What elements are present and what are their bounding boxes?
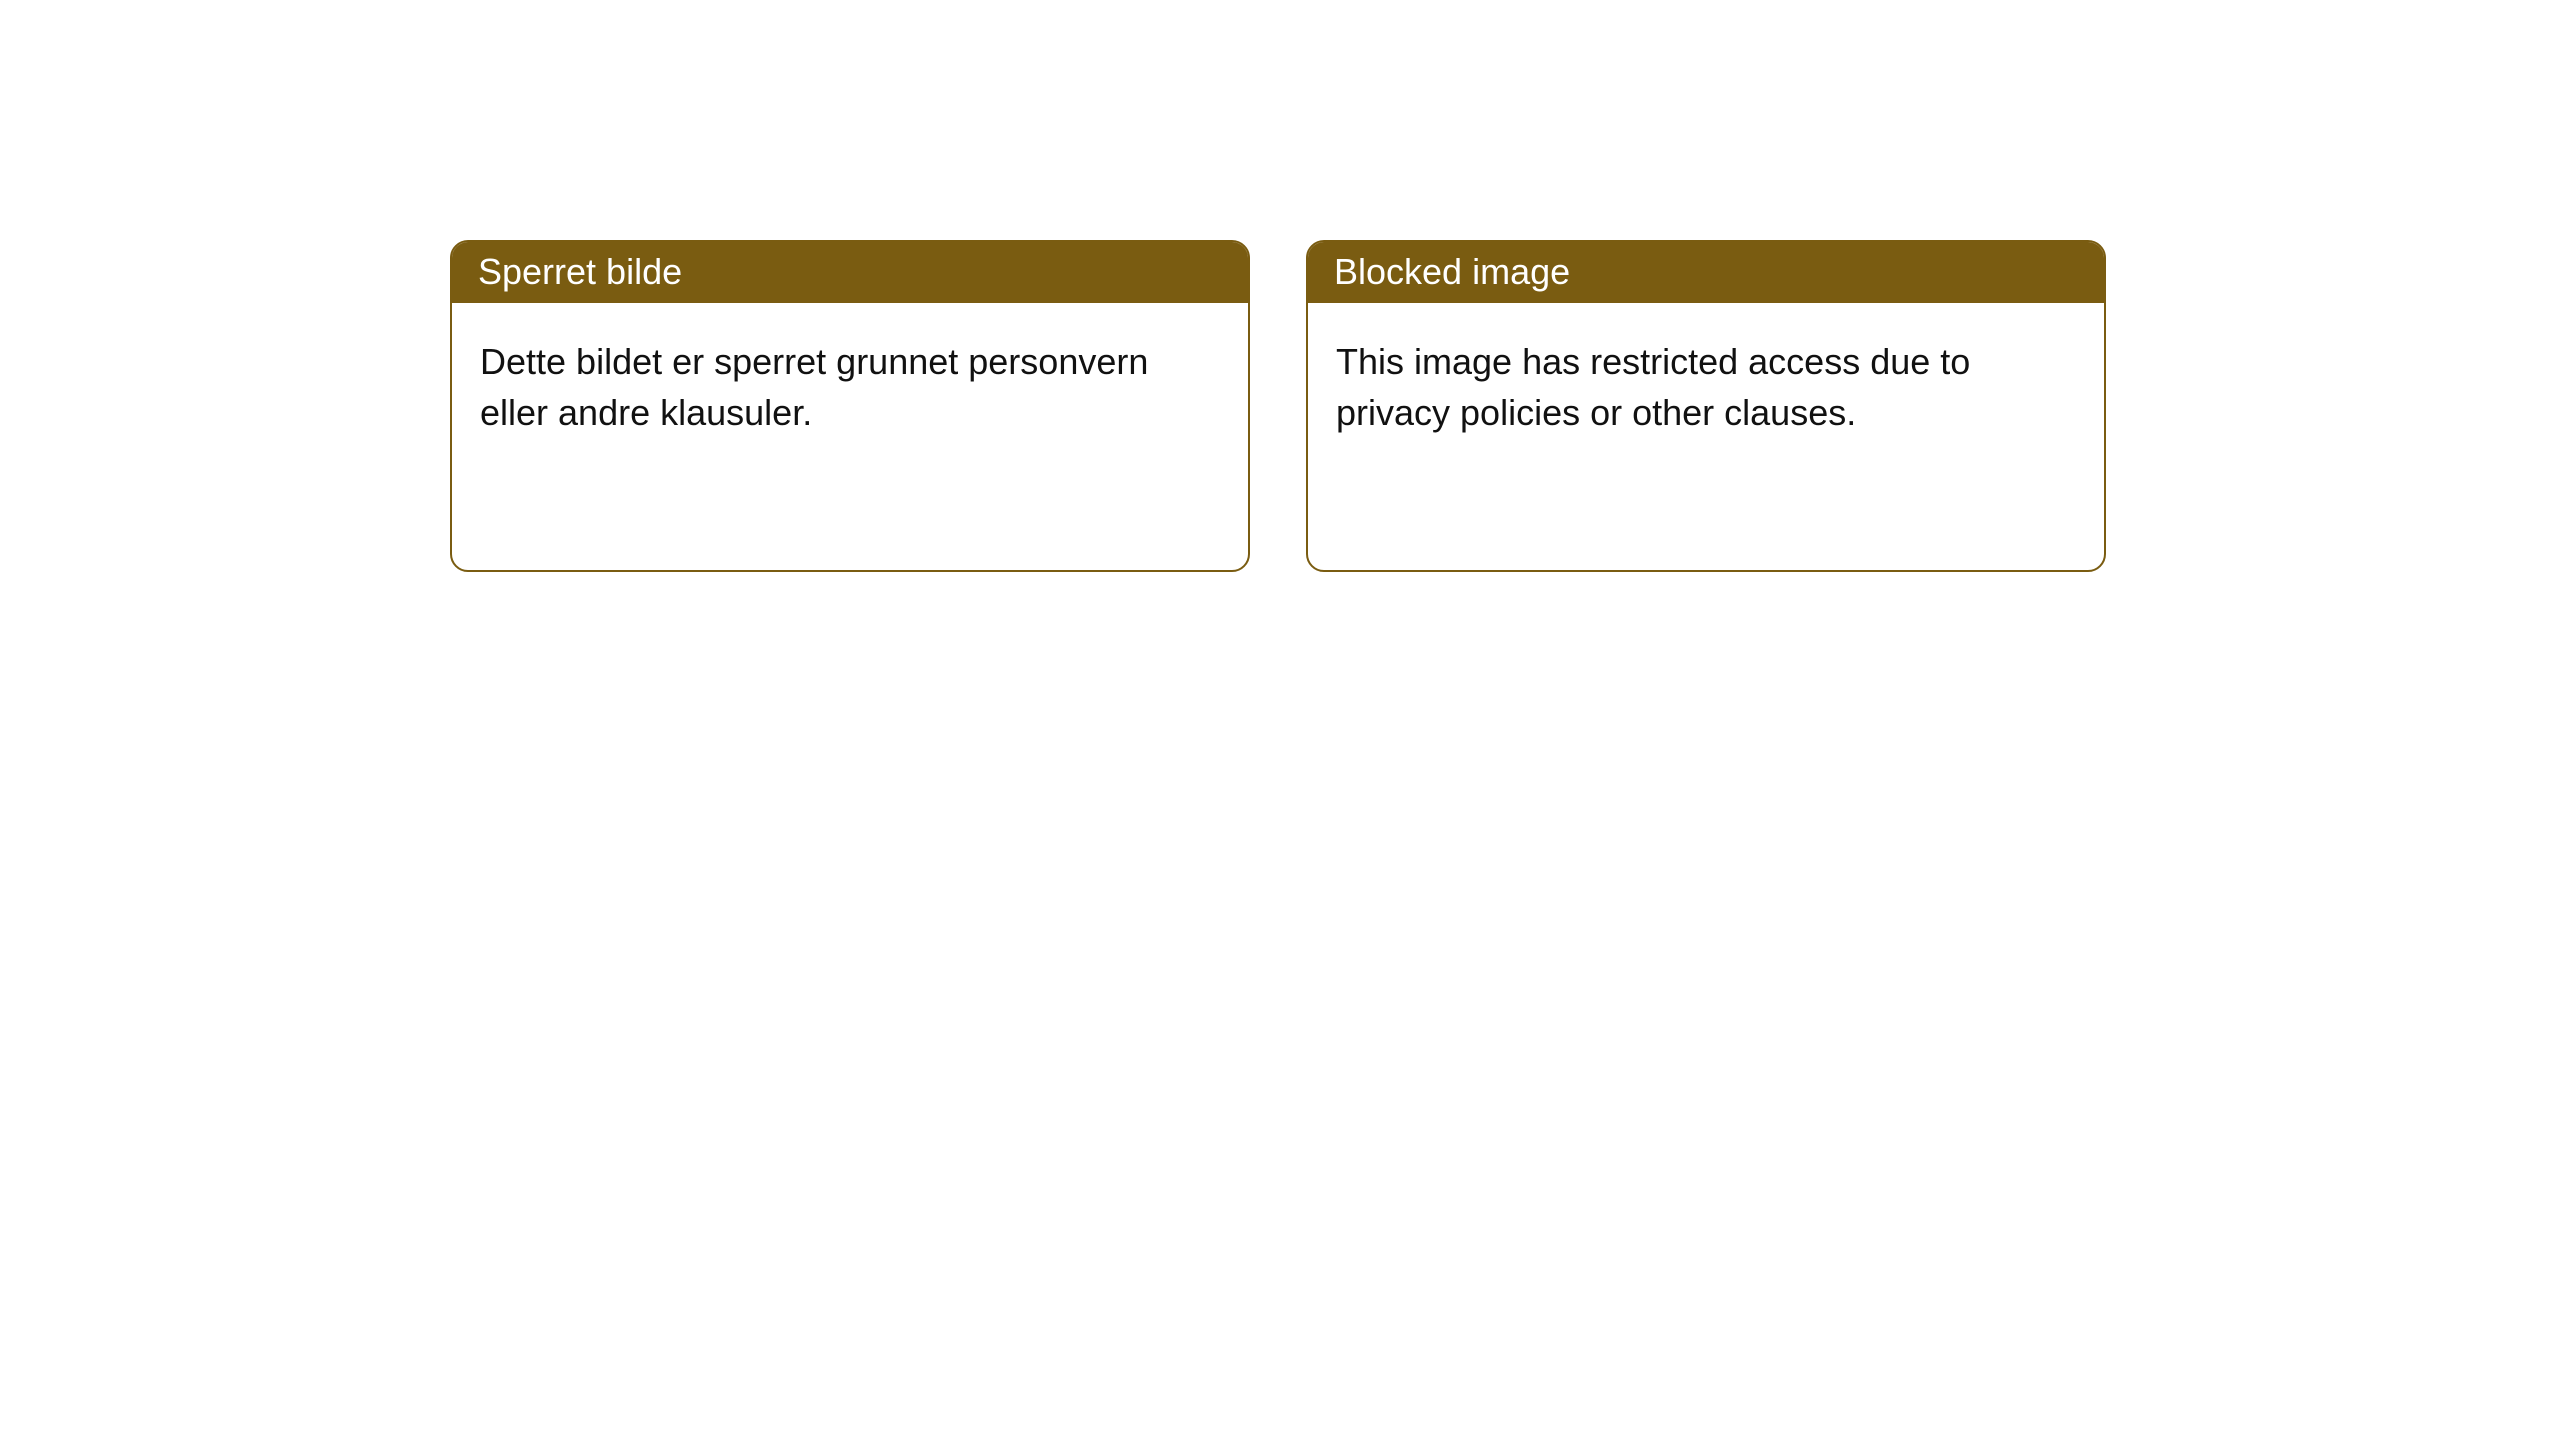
notice-header: Sperret bilde [452,242,1248,303]
notice-body-text: Dette bildet er sperret grunnet personve… [480,341,1148,432]
notice-container: Sperret bilde Dette bildet er sperret gr… [0,0,2560,572]
notice-header-text: Sperret bilde [478,251,682,292]
notice-body: This image has restricted access due to … [1308,303,2104,466]
notice-box-english: Blocked image This image has restricted … [1306,240,2106,572]
notice-header-text: Blocked image [1334,251,1570,292]
notice-box-norwegian: Sperret bilde Dette bildet er sperret gr… [450,240,1250,572]
notice-body: Dette bildet er sperret grunnet personve… [452,303,1248,466]
notice-header: Blocked image [1308,242,2104,303]
notice-body-text: This image has restricted access due to … [1336,341,1970,432]
